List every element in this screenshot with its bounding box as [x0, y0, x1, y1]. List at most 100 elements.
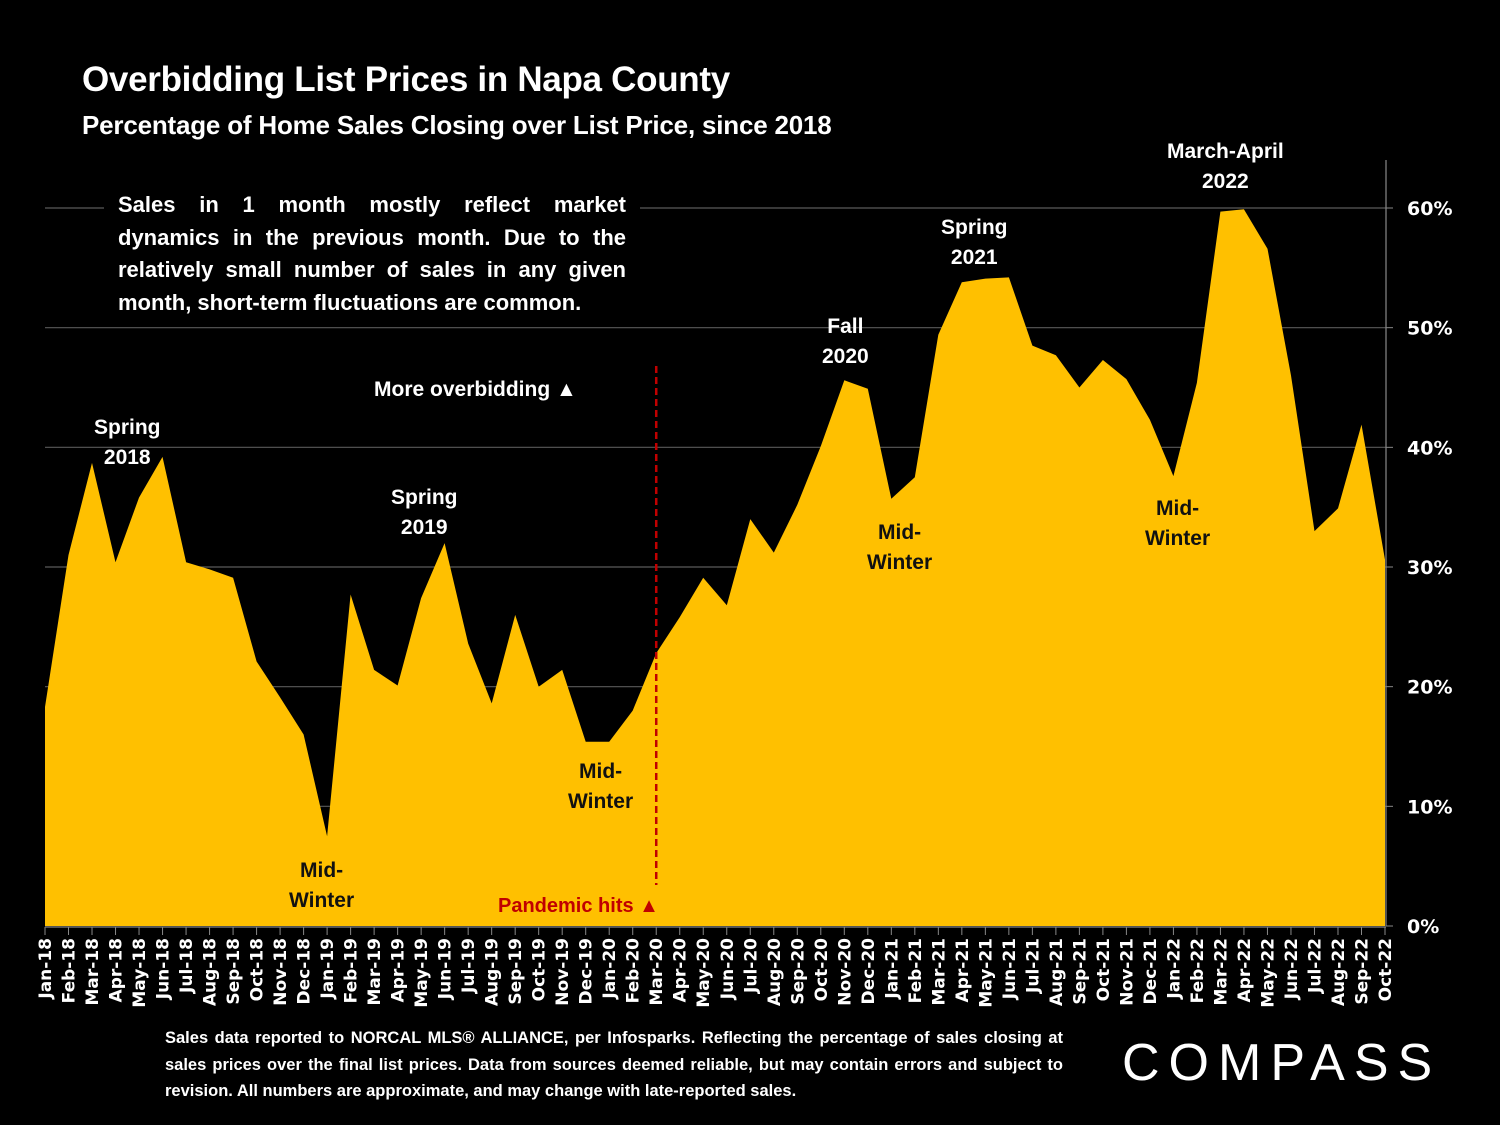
x-tick-label: Jun-18 [154, 938, 174, 1000]
x-tick-label: Jul-18 [177, 938, 197, 994]
annotation-mid-winter-2019: Mid- Winter [289, 856, 354, 916]
annotation-line: Spring [391, 486, 458, 509]
x-tick-label: Mar-22 [1211, 938, 1231, 1006]
annotation-line: Mid- [1156, 497, 1200, 520]
y-tick-label: 0% [1407, 916, 1439, 938]
x-tick-label: Jul-22 [1305, 938, 1325, 994]
x-tick-label: Sep-19 [506, 938, 526, 1005]
x-tick-label: Feb-20 [624, 938, 644, 1004]
area-series [45, 209, 1385, 926]
x-tick-label: Dec-20 [859, 938, 879, 1005]
x-tick-label: Nov-19 [553, 938, 573, 1006]
annotation-line: Winter [568, 790, 634, 813]
x-tick-label: Jan-20 [600, 938, 620, 1000]
x-tick-label: Apr-22 [1235, 938, 1255, 1002]
annotation-mid-winter-2021: Mid- Winter [867, 518, 932, 578]
x-tick-label: Dec-19 [577, 938, 597, 1004]
x-tick-label: Jul-20 [741, 938, 761, 994]
annotation-line: March-April [1167, 140, 1284, 163]
x-tick-label: Jun-21 [1000, 938, 1020, 1000]
x-tick-label: Aug-20 [765, 938, 785, 1006]
x-tick-label: Jan-22 [1164, 938, 1184, 1000]
x-tick-label: Oct-18 [248, 938, 268, 1001]
x-tick-label: Jun-20 [718, 938, 738, 1000]
annotation-line: Winter [289, 889, 355, 912]
annotation-spring-2021: Spring 2021 [941, 213, 1008, 273]
y-tick-label: 30% [1407, 557, 1452, 579]
annotation-line: Spring [94, 416, 161, 439]
annotation-line: 2020 [822, 345, 869, 368]
x-tick-label: Mar-21 [929, 938, 949, 1006]
x-tick-label: Sep-20 [788, 938, 808, 1005]
x-tick-label: Aug-19 [483, 938, 503, 1006]
x-tick-label: Dec-18 [295, 938, 315, 1004]
x-tick-label: Feb-21 [906, 938, 926, 1003]
annotation-line: Spring [941, 216, 1008, 239]
x-tick-label: Feb-19 [342, 938, 362, 1003]
chart-title: Overbidding List Prices in Napa County [82, 60, 730, 99]
annotation-march-april-2022: March-April 2022 [1167, 137, 1284, 197]
x-tick-label: Feb-22 [1188, 938, 1208, 1003]
annotation-fall-2020: Fall 2020 [822, 312, 869, 372]
annotation-spring-2018: Spring 2018 [94, 413, 161, 473]
y-tick-label: 60% [1407, 198, 1452, 220]
annotation-line: Winter [867, 551, 933, 574]
annotation-mid-winter-2020: Mid- Winter [568, 757, 633, 817]
x-tick-label: May-20 [694, 938, 714, 1008]
x-tick-label: Oct-19 [530, 938, 550, 1001]
x-tick-label: Dec-21 [1141, 938, 1161, 1004]
x-tick-label: Sep-18 [224, 938, 244, 1005]
y-tick-label: 10% [1407, 796, 1452, 818]
x-tick-label: May-19 [412, 938, 432, 1008]
x-tick-label: Nov-18 [271, 938, 291, 1006]
x-tick-label: Apr-19 [389, 938, 409, 1002]
x-axis: Jan-18 Feb-18 Mar-18 Apr-18 May-18 Jun-18 Jul-… [36, 926, 1396, 1008]
y-tick-label: 50% [1407, 318, 1452, 340]
x-tick-label: Aug-22 [1329, 938, 1349, 1006]
x-tick-label: Apr-20 [671, 938, 691, 1003]
methodology-note: Sales in 1 month mostly reflect market d… [104, 189, 640, 319]
y-tick-label: 40% [1407, 437, 1452, 459]
x-tick-label: Mar-20 [647, 938, 667, 1006]
x-tick-label: Jan-19 [318, 938, 338, 1000]
x-tick-label: Oct-20 [812, 938, 832, 1002]
x-tick-label: May-18 [130, 938, 150, 1008]
y-tick-label: 20% [1407, 677, 1452, 699]
x-tick-label: Jul-19 [459, 938, 479, 994]
annotation-line: Mid- [579, 760, 623, 783]
x-tick-label: Jun-22 [1282, 938, 1302, 1000]
x-tick-label: Apr-21 [953, 938, 973, 1002]
x-tick-label: Mar-18 [83, 938, 103, 1006]
x-tick-label: Nov-20 [835, 938, 855, 1006]
annotation-more-overbidding: More overbidding ▲ [374, 378, 577, 401]
x-tick-label: May-22 [1258, 938, 1278, 1008]
x-tick-label: Jan-21 [882, 938, 902, 1000]
x-tick-label: May-21 [976, 938, 996, 1008]
x-tick-label: Jan-18 [36, 938, 56, 1000]
y-axis: 0% 10% 20% 30% 40% 50% 60% [1385, 160, 1452, 938]
annotation-mid-winter-2022: Mid- Winter [1145, 494, 1210, 554]
x-tick-label: Sep-22 [1352, 938, 1372, 1005]
x-tick-label: Oct-22 [1376, 938, 1396, 1001]
x-tick-label: Aug-18 [201, 938, 221, 1006]
x-tick-label: Apr-18 [107, 938, 127, 1002]
x-tick-label: Mar-19 [365, 938, 385, 1006]
annotation-line: Mid- [300, 859, 344, 882]
source-footnote: Sales data reported to NORCAL MLS® ALLIA… [165, 1029, 1063, 1100]
chart-subtitle: Percentage of Home Sales Closing over Li… [82, 110, 832, 140]
annotation-line: 2022 [1201, 170, 1249, 193]
annotation-line: Winter [1145, 527, 1211, 550]
x-tick-label: Nov-21 [1117, 938, 1137, 1006]
x-tick-label: Oct-21 [1094, 938, 1114, 1001]
x-tick-label: Jul-21 [1023, 938, 1043, 994]
annotation-spring-2019: Spring 2019 [391, 483, 458, 543]
compass-logo: COMPASS [1122, 1034, 1442, 1092]
annotation-line: 2019 [400, 516, 448, 539]
annotation-line: 2018 [103, 446, 151, 469]
x-tick-label: Sep-21 [1070, 938, 1090, 1005]
annotation-line: 2021 [950, 246, 998, 269]
x-tick-label: Feb-18 [60, 938, 80, 1003]
annotation-line: Fall [827, 315, 864, 338]
annotation-pandemic-hits: Pandemic hits ▲ [498, 895, 659, 917]
x-tick-label: Aug-21 [1047, 938, 1067, 1006]
